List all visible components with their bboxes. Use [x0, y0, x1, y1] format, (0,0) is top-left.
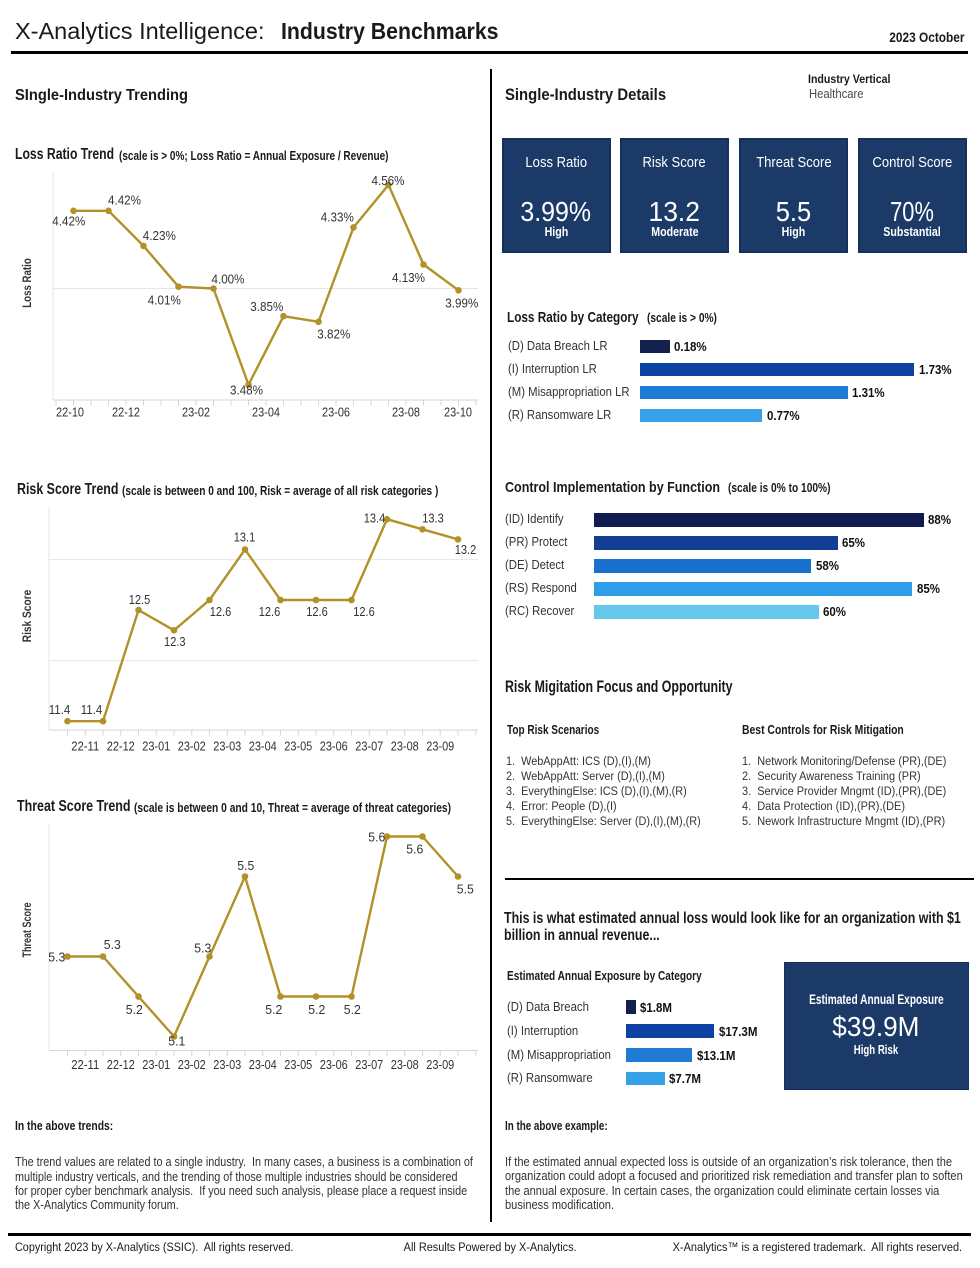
svg-text:12.6: 12.6: [210, 605, 232, 619]
svg-text:5.2: 5.2: [265, 1003, 282, 1017]
svg-text:23-08: 23-08: [392, 406, 420, 420]
svg-text:Threat Score: Threat Score: [22, 903, 34, 958]
svg-text:22-12: 22-12: [107, 740, 135, 754]
svg-text:23-02: 23-02: [178, 740, 206, 754]
svg-text:3.99%: 3.99%: [445, 296, 478, 310]
svg-text:23-04: 23-04: [249, 740, 277, 754]
svg-text:23-01: 23-01: [142, 740, 170, 754]
svg-text:23-07: 23-07: [355, 740, 383, 754]
svg-text:5.3: 5.3: [48, 950, 65, 964]
svg-text:13.4: 13.4: [364, 511, 386, 525]
svg-text:23-10: 23-10: [444, 406, 472, 420]
svg-text:23-06: 23-06: [322, 406, 350, 420]
svg-text:12.6: 12.6: [306, 605, 328, 619]
svg-text:12.3: 12.3: [164, 635, 186, 649]
svg-text:4.13%: 4.13%: [392, 271, 425, 285]
svg-text:13.1: 13.1: [234, 530, 256, 544]
svg-text:11.4: 11.4: [81, 703, 103, 717]
svg-text:22-10: 22-10: [56, 406, 84, 420]
svg-text:4.01%: 4.01%: [148, 293, 181, 307]
svg-text:5.2: 5.2: [126, 1003, 143, 1017]
svg-text:23-08: 23-08: [391, 740, 419, 754]
svg-text:23-09: 23-09: [426, 1058, 454, 1072]
svg-text:23-06: 23-06: [320, 740, 348, 754]
svg-text:22-11: 22-11: [71, 1058, 99, 1072]
svg-text:22-12: 22-12: [107, 1058, 135, 1072]
svg-text:5.6: 5.6: [368, 830, 385, 844]
svg-text:11.4: 11.4: [49, 703, 71, 717]
svg-text:4.23%: 4.23%: [143, 229, 176, 243]
svg-text:4.33%: 4.33%: [321, 210, 354, 224]
svg-text:5.1: 5.1: [168, 1034, 185, 1048]
svg-text:23-09: 23-09: [426, 740, 454, 754]
svg-text:4.42%: 4.42%: [52, 214, 85, 228]
svg-text:12.6: 12.6: [353, 605, 375, 619]
svg-text:3.82%: 3.82%: [317, 327, 350, 341]
svg-text:3.85%: 3.85%: [250, 300, 283, 314]
svg-text:22-11: 22-11: [71, 740, 99, 754]
svg-text:23-02: 23-02: [178, 1058, 206, 1072]
svg-text:23-03: 23-03: [213, 1058, 241, 1072]
svg-text:4.56%: 4.56%: [372, 174, 405, 188]
svg-text:5.3: 5.3: [104, 938, 121, 952]
svg-text:23-08: 23-08: [391, 1058, 419, 1072]
svg-text:23-05: 23-05: [284, 1058, 312, 1072]
svg-text:3.48%: 3.48%: [230, 383, 263, 397]
svg-text:12.6: 12.6: [259, 605, 281, 619]
svg-text:4.00%: 4.00%: [212, 272, 245, 286]
svg-text:5.2: 5.2: [344, 1003, 361, 1017]
svg-text:22-12: 22-12: [112, 406, 140, 420]
svg-text:12.5: 12.5: [129, 593, 151, 607]
svg-text:Risk Score: Risk Score: [22, 590, 34, 643]
svg-text:23-02: 23-02: [182, 406, 210, 420]
svg-text:5.5: 5.5: [457, 882, 474, 896]
svg-text:23-06: 23-06: [320, 1058, 348, 1072]
svg-text:5.2: 5.2: [308, 1003, 325, 1017]
svg-text:4.42%: 4.42%: [108, 194, 141, 208]
svg-text:13.3: 13.3: [422, 511, 444, 525]
svg-text:23-07: 23-07: [355, 1058, 383, 1072]
svg-text:5.3: 5.3: [194, 941, 211, 955]
svg-text:23-03: 23-03: [213, 740, 241, 754]
svg-text:23-04: 23-04: [249, 1058, 277, 1072]
svg-text:13.2: 13.2: [455, 543, 477, 557]
svg-text:23-05: 23-05: [284, 740, 312, 754]
svg-text:Loss Ratio: Loss Ratio: [22, 258, 34, 308]
svg-text:5.5: 5.5: [237, 859, 254, 873]
svg-text:23-04: 23-04: [252, 406, 280, 420]
svg-text:23-01: 23-01: [142, 1058, 170, 1072]
svg-text:5.6: 5.6: [406, 842, 423, 856]
